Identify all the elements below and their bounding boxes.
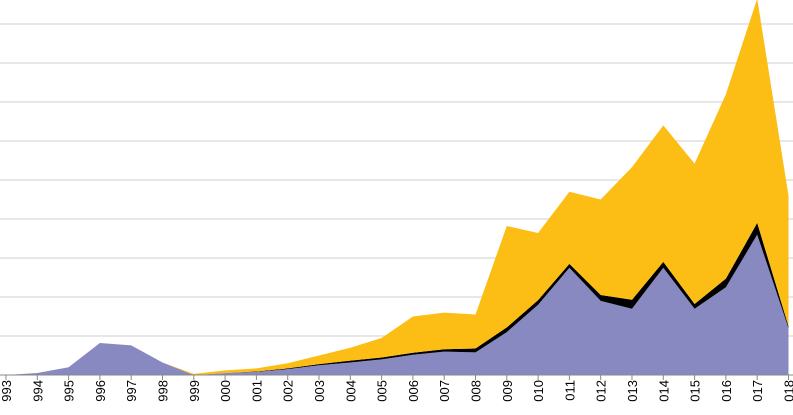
x-tick-label: 016: [719, 380, 734, 402]
x-tick-label: 002: [281, 380, 296, 402]
x-tick-label: 994: [30, 380, 45, 402]
x-tick-label: 017: [750, 380, 765, 402]
gridlines: [0, 23, 793, 337]
x-tick-label: 018: [782, 380, 793, 402]
x-tick-label: 012: [594, 380, 609, 402]
x-tick-label: 000: [218, 380, 233, 402]
x-tick-label: 996: [93, 380, 108, 402]
x-tick-label: 004: [343, 380, 358, 402]
x-tick-label: 005: [375, 380, 390, 402]
x-tick-label: 011: [562, 380, 577, 401]
x-tick-label: 013: [625, 380, 640, 402]
x-tick-label: 015: [688, 380, 703, 402]
x-tick-labels: 993 994 995 996 997 998 999 000 001 002 003 004 005 0…: [0, 380, 793, 402]
x-tick-label: 995: [62, 380, 77, 402]
x-tick-label: 001: [249, 380, 264, 402]
x-tick-label: 009: [500, 380, 515, 402]
x-tick-label: 993: [0, 380, 14, 402]
x-tick-label: 997: [124, 380, 139, 402]
x-axis: [0, 374, 793, 380]
series-areas: [6, 0, 789, 375]
x-tick-label: 014: [656, 380, 671, 402]
series-area-1: [6, 234, 789, 375]
x-tick-label: 006: [406, 380, 421, 402]
x-tick-label: 008: [469, 380, 484, 402]
x-tick-label: 007: [437, 380, 452, 402]
x-tick-label: 010: [531, 380, 546, 402]
x-tick-label: 998: [156, 380, 171, 402]
x-tick-label: 003: [312, 380, 327, 402]
series-area-3: [6, 0, 789, 375]
x-tick-label: 999: [187, 380, 202, 402]
